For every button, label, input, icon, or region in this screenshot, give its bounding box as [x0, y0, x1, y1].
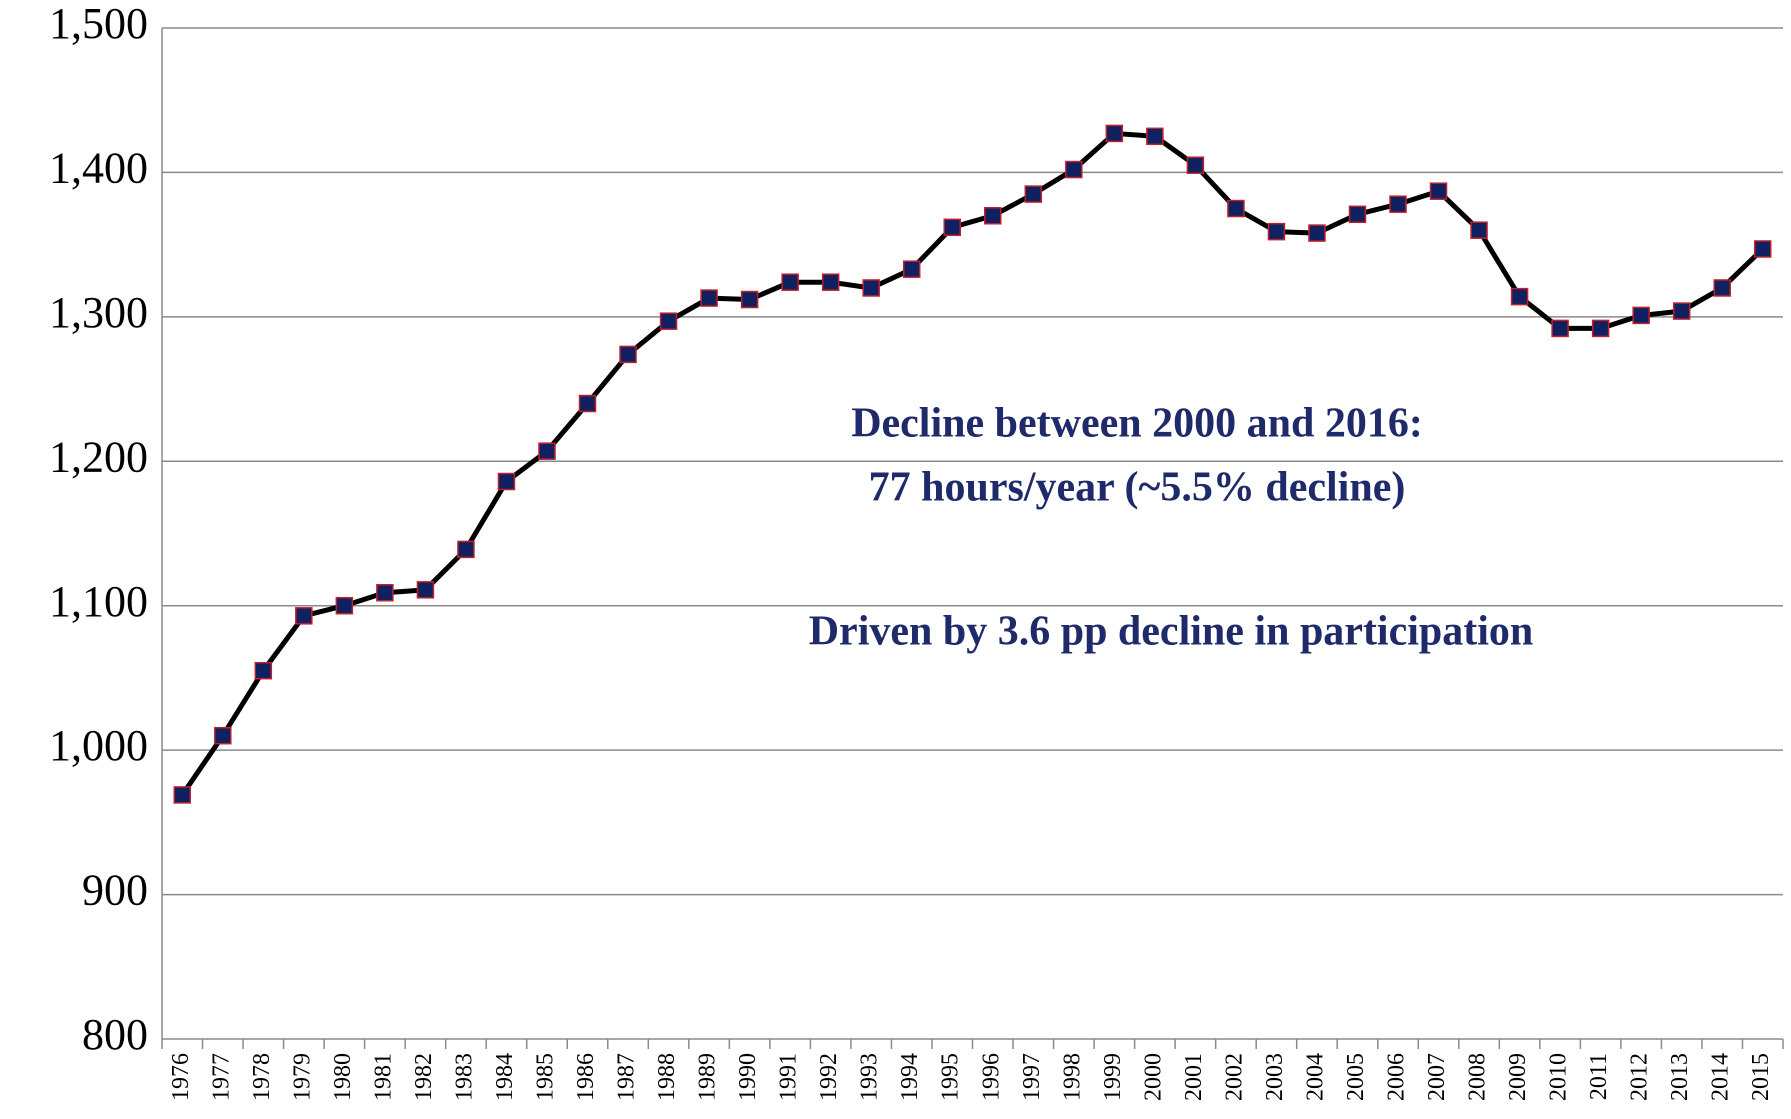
line-series — [180, 130, 1765, 797]
x-tick-label: 2011 — [1586, 1053, 1612, 1100]
marker — [700, 289, 718, 307]
x-tick-label: 1983 — [451, 1053, 477, 1101]
marker — [1065, 160, 1083, 179]
x-tick-label: 1978 — [249, 1053, 275, 1101]
x-tick-label: 1996 — [978, 1053, 1004, 1101]
x-tick-label: 1999 — [1100, 1053, 1126, 1101]
x-tick-label: 2006 — [1384, 1053, 1410, 1101]
x-tick-label: 1985 — [532, 1053, 558, 1101]
marker — [1024, 185, 1043, 203]
marker — [619, 345, 637, 364]
x-tick-label: 2015 — [1748, 1053, 1774, 1101]
marker — [416, 581, 435, 599]
annotation: 77 hours/year (~5.5% decline) — [869, 465, 1406, 511]
marker — [1510, 287, 1529, 306]
marker — [1389, 195, 1407, 213]
marker — [1348, 205, 1367, 224]
y-tick-label: 1,300 — [49, 288, 148, 337]
marker — [1672, 302, 1691, 320]
x-tick-label: 1988 — [654, 1053, 680, 1101]
x-tick-label: 1990 — [735, 1053, 761, 1101]
x-tick-label: 1982 — [411, 1053, 437, 1101]
marker — [1267, 222, 1286, 241]
x-tick-label: 2012 — [1627, 1053, 1653, 1101]
marker — [659, 312, 678, 330]
marker — [1429, 182, 1448, 200]
marker — [173, 786, 192, 804]
x-tick-label: 1992 — [816, 1053, 842, 1101]
marker — [821, 273, 840, 291]
x-tick-label: 1991 — [776, 1053, 802, 1101]
annotation: Driven by 3.6 pp decline in participatio… — [809, 609, 1534, 655]
x-tick-label: 2007 — [1424, 1053, 1450, 1101]
y-tick-label: 1,200 — [49, 432, 148, 481]
x-tick-label: 1995 — [938, 1053, 964, 1101]
marker — [1591, 319, 1610, 338]
marker — [295, 607, 313, 625]
x-tick-label: 2013 — [1667, 1053, 1693, 1101]
marker — [1551, 319, 1569, 338]
marker — [862, 279, 880, 297]
x-tick-label: 2010 — [1546, 1053, 1572, 1101]
x-tick-label: 1994 — [897, 1053, 923, 1101]
x-tick-label: 2001 — [1181, 1053, 1207, 1101]
x-tick-label: 1998 — [1059, 1053, 1085, 1101]
marker — [376, 583, 394, 602]
y-tick-label: 1,100 — [49, 577, 148, 626]
marker — [538, 442, 556, 460]
marker — [1186, 156, 1205, 174]
marker — [1227, 199, 1245, 218]
x-tick-label: 1997 — [1019, 1053, 1045, 1101]
marker — [781, 273, 799, 291]
y-tick-label: 800 — [82, 1010, 148, 1059]
marker — [497, 472, 516, 491]
x-tick-label: 1986 — [573, 1053, 599, 1101]
y-tick-label: 1,400 — [49, 144, 148, 193]
marker — [214, 726, 232, 745]
x-tick-label: 1977 — [208, 1053, 234, 1101]
y-tick-label: 900 — [82, 866, 148, 915]
annotation: Decline between 2000 and 2016: — [851, 401, 1423, 447]
x-tick-label: 1981 — [370, 1053, 396, 1101]
marker — [1713, 279, 1731, 297]
marker — [1146, 127, 1164, 146]
x-tick-label: 2004 — [1302, 1053, 1328, 1101]
x-tick-label: 2002 — [1221, 1053, 1247, 1101]
x-tick-label: 1980 — [330, 1053, 356, 1101]
x-tick-label: 1976 — [168, 1053, 194, 1101]
marker — [902, 260, 921, 278]
marker — [740, 290, 759, 309]
x-tick-label: 1993 — [857, 1053, 883, 1101]
plot-layer: 800 900 1,000 1,100 1,200 1,300 1,400 1,500 1976… — [49, 0, 1784, 1101]
x-tick-label: 1979 — [289, 1053, 315, 1101]
x-tick-label: 1987 — [614, 1053, 640, 1101]
marker — [1308, 224, 1326, 242]
marker — [254, 661, 273, 680]
x-tick-label: 2009 — [1505, 1053, 1531, 1101]
x-tick-label: 2005 — [1343, 1053, 1369, 1101]
marker — [984, 207, 1002, 225]
x-tick-label: 2003 — [1262, 1053, 1288, 1101]
y-tick-label: 1,500 — [49, 0, 148, 48]
x-tick-label: 2014 — [1708, 1053, 1734, 1101]
marker — [1470, 221, 1488, 239]
y-tick-label: 1,000 — [49, 721, 148, 770]
marker — [943, 218, 961, 237]
x-tick-label: 1989 — [695, 1053, 721, 1101]
x-tick-label: 2000 — [1140, 1053, 1166, 1101]
x-tick-label: 2008 — [1465, 1053, 1491, 1101]
marker — [1753, 240, 1772, 258]
marker — [578, 394, 597, 413]
marker — [457, 540, 475, 559]
x-tick-label: 1984 — [492, 1053, 518, 1101]
marker — [1105, 124, 1124, 143]
marker — [335, 596, 354, 615]
marker — [1632, 306, 1650, 325]
